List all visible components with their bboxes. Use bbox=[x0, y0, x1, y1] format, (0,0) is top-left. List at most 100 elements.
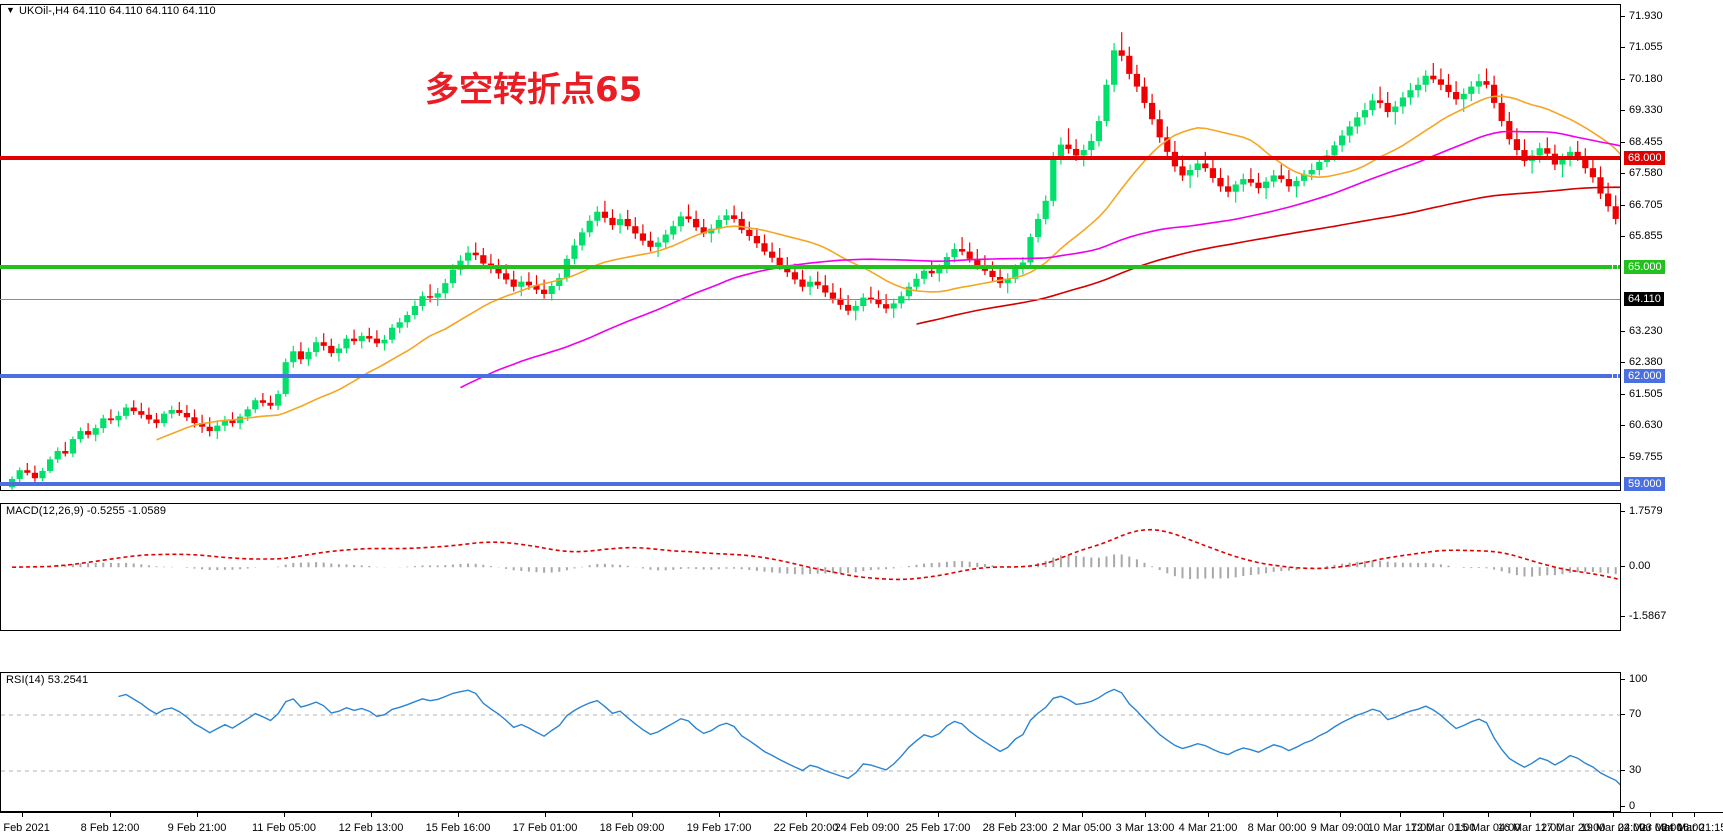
time-axis-tick bbox=[22, 812, 23, 817]
price-axis-label: 61.505 bbox=[1629, 387, 1663, 400]
time-axis-tick bbox=[1530, 812, 1531, 817]
macd-axis-label: -1.5867 bbox=[1629, 610, 1667, 623]
time-axis-label: 16 Mar 12:00 bbox=[1497, 822, 1563, 834]
time-axis-tick bbox=[1082, 812, 1083, 817]
time-axis-label: 19 Feb 17:00 bbox=[686, 822, 752, 834]
price-axis-label: 65.855 bbox=[1629, 229, 1663, 242]
symbol-ohlc-label: UKOil-,H4 64.110 64.110 64.110 64.110 bbox=[19, 5, 216, 17]
price-axis-tick bbox=[1621, 141, 1625, 143]
price-axis-tick bbox=[1621, 109, 1625, 111]
time-axis-label: 24 Mar 21:15 bbox=[1661, 822, 1723, 834]
time-axis-tick bbox=[284, 812, 285, 817]
price-axis-tick bbox=[1621, 15, 1625, 17]
time-axis-label: 9 Mar 09:00 bbox=[1310, 822, 1370, 834]
time-axis-tick bbox=[867, 812, 868, 817]
hline-handle-support-62[interactable] bbox=[1612, 372, 1618, 379]
price-axis-label: 67.580 bbox=[1629, 167, 1663, 180]
macd-axis-tick bbox=[1621, 616, 1625, 618]
time-axis-label: 11 Feb 05:00 bbox=[251, 822, 317, 834]
time-axis-label: 24 Feb 09:00 bbox=[834, 822, 900, 834]
rsi-axis-label: 100 bbox=[1629, 673, 1648, 685]
price-plot bbox=[9, 32, 1621, 490]
price-axis-label: 68.455 bbox=[1629, 135, 1663, 148]
time-axis-tick bbox=[197, 812, 198, 817]
time-axis-tick bbox=[545, 812, 546, 817]
price-tag-level-65[interactable]: 65.000 bbox=[1624, 259, 1665, 274]
rsi-axis-tick bbox=[1621, 679, 1625, 680]
time-axis-tick bbox=[1443, 812, 1444, 817]
time-axis-tick bbox=[1573, 812, 1574, 817]
time-axis-tick bbox=[806, 812, 807, 817]
macd-plot bbox=[12, 528, 1621, 581]
price-tag-level-68[interactable]: 68.000 bbox=[1624, 151, 1665, 166]
price-axis-tick bbox=[1621, 173, 1625, 175]
price-axis-label: 69.330 bbox=[1629, 103, 1663, 116]
time-axis-label: 12 Feb 13:00 bbox=[338, 822, 404, 834]
time-axis-label: 2 Mar 05:00 bbox=[1052, 822, 1112, 834]
time-axis-label: 3 Mar 13:00 bbox=[1115, 822, 1175, 834]
time-axis-tick bbox=[1015, 812, 1016, 817]
price-axis-label: 62.380 bbox=[1629, 355, 1663, 368]
pivot-annotation: 多空转折点65 bbox=[425, 70, 643, 110]
time-axis-tick bbox=[1672, 812, 1673, 817]
time-axis-tick bbox=[1488, 812, 1489, 817]
time-axis-label: 23 Mar 16:00 bbox=[1639, 822, 1705, 834]
time-axis-label: 22 Feb 20:00 bbox=[773, 822, 839, 834]
price-axis-tick bbox=[1621, 205, 1625, 207]
price-axis[interactable]: 71.930 71.055 70.180 69.330 68.455 67.580 66.7… bbox=[1620, 4, 1723, 492]
hline-support-62[interactable] bbox=[0, 373, 1620, 378]
price-axis-tick bbox=[1621, 79, 1625, 81]
price-axis-tick bbox=[1621, 393, 1625, 395]
time-axis-label: 18 Feb 09:00 bbox=[599, 822, 665, 834]
hline-pivot-65[interactable] bbox=[0, 264, 1620, 269]
macd-pane[interactable] bbox=[0, 503, 1621, 631]
price-axis-label: 63.230 bbox=[1629, 325, 1663, 338]
price-axis-tick bbox=[1621, 361, 1625, 363]
time-axis-label: 8 Feb 12:00 bbox=[80, 822, 140, 834]
rsi-axis-label: 30 bbox=[1629, 764, 1642, 776]
rsi-axis-tick bbox=[1621, 770, 1625, 771]
time-axis-tick bbox=[1650, 812, 1651, 817]
chart-menu-caret-icon[interactable]: ▼ bbox=[6, 5, 16, 15]
rsi-plot bbox=[1, 688, 1621, 787]
time-axis-label: 22 Mar 08:00 bbox=[1617, 822, 1683, 834]
time-axis-tick bbox=[1340, 812, 1341, 817]
rsi-axis-tick bbox=[1621, 806, 1625, 807]
time-axis-label: 5 Feb 2021 bbox=[0, 822, 50, 834]
time-axis-label: 8 Mar 00:00 bbox=[1247, 822, 1307, 834]
macd-axis-tick bbox=[1621, 510, 1625, 512]
time-axis-tick bbox=[371, 812, 372, 817]
hline-handle-pivot-65[interactable] bbox=[1612, 263, 1618, 270]
time-axis-tick bbox=[719, 812, 720, 817]
hline-resistance-68[interactable] bbox=[0, 156, 1620, 161]
price-axis-label: 71.930 bbox=[1629, 9, 1663, 22]
chart-symbol-header[interactable]: ▼ UKOil-,H4 64.110 64.110 64.110 64.110 bbox=[6, 5, 216, 17]
time-axis-label: 12 Mar 01:00 bbox=[1410, 822, 1476, 834]
rsi-axis-tick bbox=[1621, 714, 1625, 715]
price-tag-level-59[interactable]: 59.000 bbox=[1624, 477, 1665, 492]
time-axis-tick bbox=[1145, 812, 1146, 817]
rsi-pane[interactable] bbox=[0, 672, 1621, 812]
price-axis-tick bbox=[1621, 235, 1625, 237]
time-axis-tick bbox=[938, 812, 939, 817]
hline-support-59[interactable] bbox=[0, 482, 1620, 487]
price-axis-tick bbox=[1621, 47, 1625, 49]
price-axis-tick bbox=[1621, 457, 1625, 459]
macd-axis[interactable]: 1.7579 0.00 -1.5867 bbox=[1620, 503, 1723, 631]
time-axis-tick bbox=[110, 812, 111, 817]
price-tag-level-62[interactable]: 62.000 bbox=[1624, 368, 1665, 383]
price-axis-tick bbox=[1621, 425, 1625, 427]
rsi-axis[interactable]: 100 70 30 0 bbox=[1620, 672, 1723, 812]
time-axis-tick bbox=[1613, 812, 1614, 817]
time-axis-label: 19 Mar 04:00 bbox=[1580, 822, 1646, 834]
time-axis-label: 4 Mar 21:00 bbox=[1178, 822, 1238, 834]
price-pane[interactable] bbox=[0, 4, 1621, 491]
hline-current-price-65-lower[interactable] bbox=[0, 298, 1620, 300]
rsi-axis-label: 0 bbox=[1629, 800, 1636, 812]
macd-axis-label: 0.00 bbox=[1629, 560, 1651, 573]
price-axis-tick bbox=[1621, 331, 1625, 333]
time-axis-tick bbox=[1400, 812, 1401, 817]
time-axis-tick bbox=[1277, 812, 1278, 817]
price-tag-last-price[interactable]: 64.110 bbox=[1624, 292, 1664, 307]
